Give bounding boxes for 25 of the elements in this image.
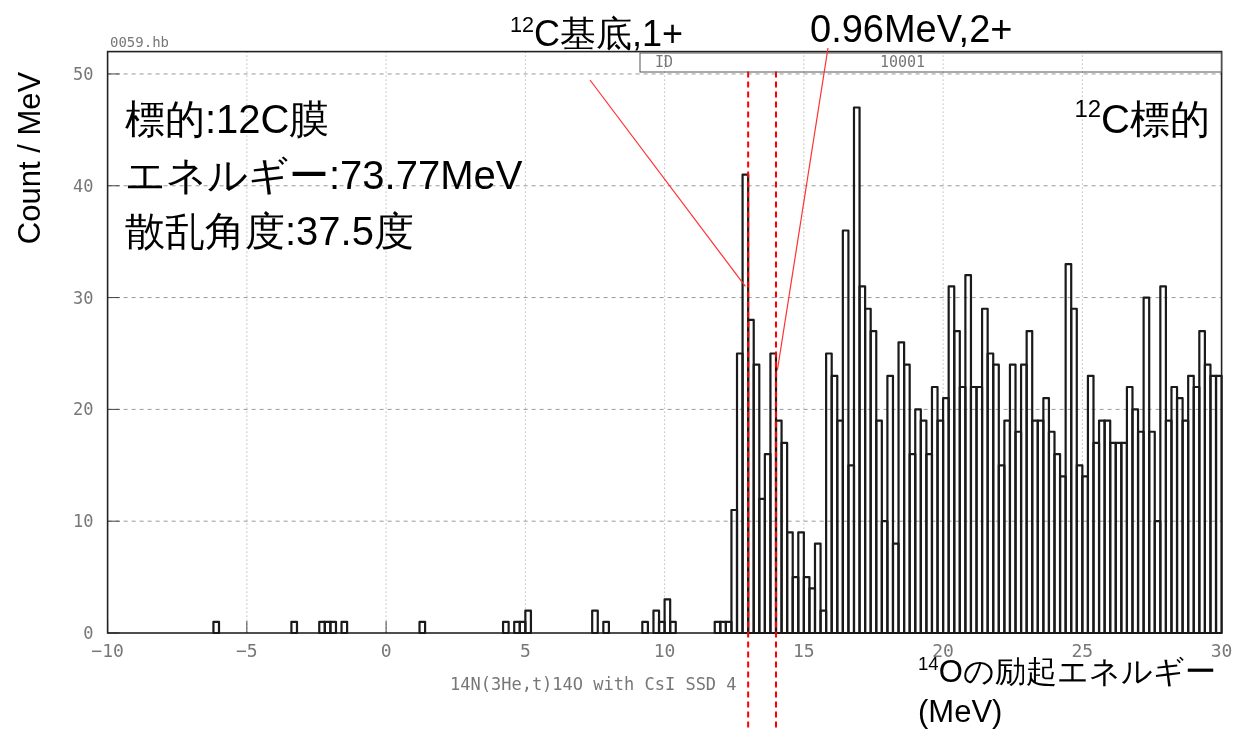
x-tick-label: 5	[519, 640, 531, 661]
annotation: 14N(3He,t)14O with CsI SSD 4	[450, 674, 737, 694]
y-axis-title: Count / MeV	[12, 71, 47, 245]
y-tick-label: 10	[73, 511, 94, 532]
x-tick-label: 25	[1071, 640, 1094, 661]
y-tick-label: 30	[73, 287, 94, 308]
y-tick-label: 40	[73, 175, 94, 196]
annotation: 標的:12C膜	[125, 97, 330, 141]
x-tick-label: 0	[380, 640, 392, 661]
x-tick-label: −10	[91, 640, 124, 661]
annotation: 10001	[880, 53, 926, 71]
y-tick-label: 20	[73, 399, 94, 420]
x-tick-label: 15	[793, 640, 815, 661]
x-tick-label: −5	[236, 640, 258, 661]
annotation: ID	[655, 53, 674, 71]
annotation: エネルギー:73.77MeV	[125, 153, 523, 197]
annotation: $^{12}$C標的	[1074, 95, 1210, 141]
x-tick-label: 10	[653, 640, 676, 661]
y-tick-label: 50	[73, 63, 94, 84]
y-tick-label: 0	[83, 623, 94, 643]
annotation: 0059.hb	[110, 34, 169, 50]
annotation: 散乱角度:37.5度	[125, 209, 414, 253]
x-tick-label: 30	[1210, 640, 1233, 661]
annotation: 0.96MeV,2+	[810, 8, 1013, 50]
annotation: $^{12}$C基底,1+	[510, 11, 684, 54]
